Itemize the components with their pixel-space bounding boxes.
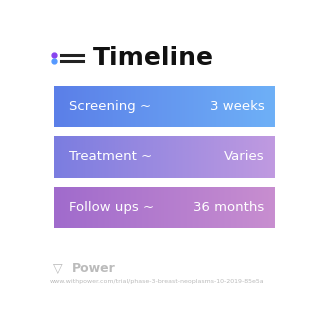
Text: ▽: ▽ (52, 262, 62, 275)
Text: Varies: Varies (224, 150, 264, 164)
Text: Treatment ~: Treatment ~ (68, 150, 152, 164)
Text: Follow ups ~: Follow ups ~ (68, 201, 154, 214)
Text: 36 months: 36 months (193, 201, 264, 214)
Text: www.withpower.com/trial/phase-3-breast-neoplasms-10-2019-85e5a: www.withpower.com/trial/phase-3-breast-n… (50, 279, 265, 284)
Text: Screening ~: Screening ~ (68, 100, 151, 113)
Text: 3 weeks: 3 weeks (210, 100, 264, 113)
Text: Timeline: Timeline (93, 46, 214, 70)
Text: Power: Power (72, 262, 116, 275)
